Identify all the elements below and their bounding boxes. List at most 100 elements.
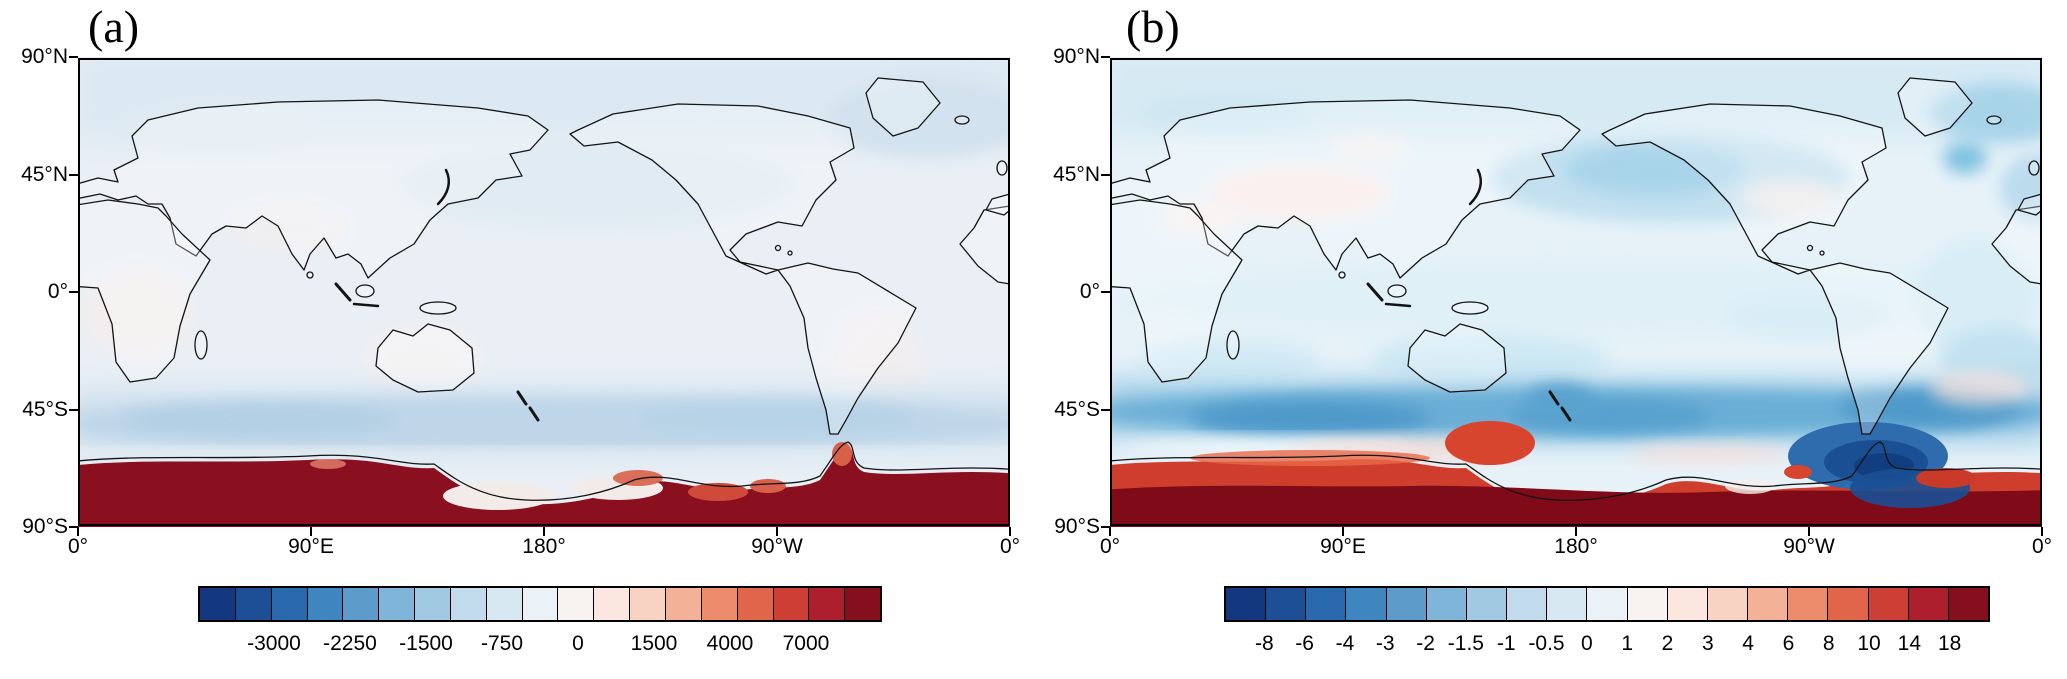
colorbar-tick-label: -0.5 <box>1528 632 1565 655</box>
colorbar-tick-label: 6 <box>1782 632 1795 655</box>
lat-tick <box>1101 526 1110 528</box>
colorbar-b <box>1224 586 1990 622</box>
lon-axis-label: 180° <box>1554 535 1598 558</box>
lat-axis-label: 45°N <box>1053 162 1100 186</box>
colorbar-segment <box>737 588 774 620</box>
colorbar-tick-label: 2 <box>1661 632 1674 655</box>
colorbar-segment <box>1226 588 1267 620</box>
lon-tick <box>310 527 312 536</box>
map-b: 90°N 45°N 0° 45°S 90°S 0° 90°E 180° 90°W 0° <box>1053 46 2052 559</box>
panel-a: (a) <box>0 0 1033 679</box>
colorbar-segment <box>1346 588 1387 620</box>
colorbar-segment <box>1306 588 1347 620</box>
colorbar-segment <box>1466 588 1508 620</box>
colorbar-tick-label: 7000 <box>782 632 830 655</box>
lat-axis-label: 45°N <box>21 162 68 186</box>
lon-tick <box>77 527 79 536</box>
colorbar-segment <box>307 588 344 620</box>
colorbar-tick-label: 1 <box>1621 632 1633 655</box>
colorbar-segment <box>809 588 846 620</box>
lon-axis-label: 90°E <box>288 535 334 558</box>
lon-tick <box>2041 527 2043 536</box>
colorbar-segment <box>343 588 380 620</box>
colorbar-segment <box>558 588 595 620</box>
colorbar-segment <box>450 588 487 620</box>
colorbar-segment <box>665 588 702 620</box>
colorbar-tick-label: -3000 <box>247 632 301 655</box>
colorbar-tick-label: -4 <box>1335 632 1355 655</box>
lat-tick <box>1101 56 1110 58</box>
panel-a-letter: (a) <box>88 1 140 52</box>
colorbar-tick-label: 18 <box>1937 632 1962 655</box>
lat-tick <box>69 526 78 528</box>
colorbar-segment <box>235 588 272 620</box>
lon-axis-label: 0° <box>1099 535 1121 558</box>
colorbar-segment <box>1667 588 1708 620</box>
lat-axis-label: 90°N <box>21 45 68 68</box>
lat-axis-label: 90°S <box>22 515 68 538</box>
colorbar-segment <box>1627 588 1668 620</box>
colorbar-tick-label: 1500 <box>630 632 678 655</box>
colorbar-segment <box>1908 588 1949 620</box>
colorbar-segment <box>522 588 559 620</box>
lat-tick <box>69 56 78 58</box>
lon-tick <box>1575 527 1577 536</box>
colorbar-tick-label: 4 <box>1742 632 1754 655</box>
lat-axis-label: 45°S <box>22 397 68 421</box>
lon-tick <box>1109 527 1111 536</box>
colorbar-a-labels: -3000 -2250 -1500 -750 0 1500 4000 7000 <box>198 632 882 658</box>
world-map-a <box>78 57 1010 527</box>
lat-axis-label: 0° <box>1079 280 1100 303</box>
lon-axis-label: 90°E <box>1320 535 1366 558</box>
colorbar-segment <box>379 588 416 620</box>
lon-axis-label: 0° <box>2031 535 2053 558</box>
colorbar-segment <box>1828 588 1869 620</box>
colorbar-segment <box>1788 588 1829 620</box>
lat-tick <box>1101 408 1110 411</box>
lon-tick <box>543 527 545 536</box>
lat-tick <box>69 173 78 176</box>
colorbar-segment <box>200 588 236 620</box>
colorbar-tick-label: -1 <box>1496 632 1516 655</box>
lon-axis-label: 0° <box>999 535 1021 558</box>
colorbar-tick-label: -2 <box>1416 632 1435 655</box>
colorbar-segment <box>1386 588 1427 620</box>
colorbar-segment <box>1266 588 1307 620</box>
colorbar-tick-label: 10 <box>1857 632 1881 655</box>
colorbar-segment <box>1507 588 1548 620</box>
colorbar-segment <box>594 588 631 620</box>
colorbar-tick-label: -1.5 <box>1447 632 1484 655</box>
lat-tick <box>69 408 78 411</box>
colorbar-segment <box>1868 588 1909 620</box>
colorbar-segment <box>845 588 881 620</box>
panel-b-letter: (b) <box>1126 1 1180 52</box>
colorbar-tick-label: 0 <box>1580 632 1593 655</box>
colorbar-tick-label: 0 <box>572 632 584 655</box>
lon-tick <box>776 527 778 536</box>
map-b-border <box>1110 58 2042 526</box>
colorbar-segment <box>1707 588 1749 620</box>
colorbar-segment <box>1948 588 1988 620</box>
lat-axis-label: 0° <box>47 280 68 303</box>
lon-tick <box>1808 527 1810 536</box>
lon-axis-label: 90°W <box>751 535 803 558</box>
colorbar-tick-label: -3 <box>1375 632 1395 655</box>
colorbar-tick-label: 4000 <box>706 632 754 655</box>
map-a: 90°N 45°N 0° 45°S 90°S 0° 90°E 180° 90°W 0° <box>21 46 1020 559</box>
colorbar-a <box>198 586 882 622</box>
lon-tick <box>1342 527 1344 536</box>
colorbar-tick-label: 3 <box>1701 632 1714 655</box>
colorbar-segment <box>773 588 810 620</box>
colorbar-segment <box>630 588 666 620</box>
lat-axis-label: 45°S <box>1054 397 1100 421</box>
colorbar-segment <box>486 588 523 620</box>
world-map-b <box>1110 57 2042 527</box>
lat-axis-label: 90°S <box>1054 515 1100 538</box>
lat-axis-label: 90°N <box>1053 45 1100 68</box>
colorbar-segment <box>1547 588 1588 620</box>
colorbar-segment <box>1426 588 1467 620</box>
lat-tick <box>69 291 78 293</box>
lat-tick <box>1101 173 1110 176</box>
panel-b: (b) <box>1034 0 2067 679</box>
colorbar-tick-label: -8 <box>1254 632 1274 655</box>
